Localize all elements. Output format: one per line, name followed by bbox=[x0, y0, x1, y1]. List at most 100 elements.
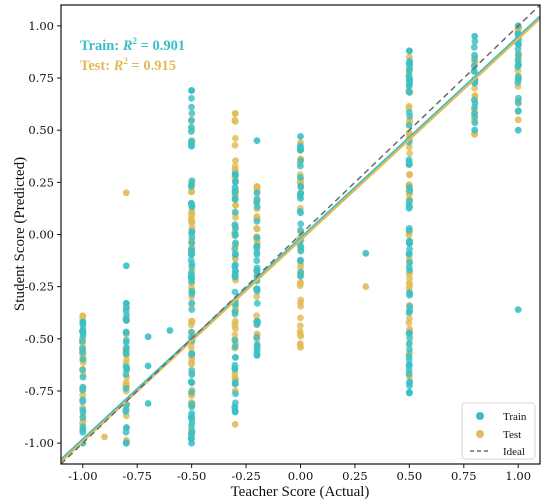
train-point-col2-62 bbox=[188, 278, 195, 285]
train-point-col8-4 bbox=[515, 51, 522, 59]
train-point-col8-15 bbox=[514, 107, 522, 114]
train-point-col6-58 bbox=[406, 245, 413, 253]
test-point-3 bbox=[362, 283, 370, 291]
train-point-col6-36 bbox=[405, 224, 413, 232]
train-point-col3-24 bbox=[232, 354, 239, 361]
train-point-col7-10 bbox=[471, 113, 479, 121]
train-point-col7-max bbox=[471, 32, 479, 40]
y-axis-label: Student Score (Predicted) bbox=[12, 157, 28, 311]
train-point-col3-3 bbox=[231, 208, 239, 216]
train-point-col2-18 bbox=[188, 233, 196, 241]
train-point-col0-6 bbox=[79, 406, 87, 414]
train-point-col2-10 bbox=[188, 228, 196, 236]
train-point-col4-min bbox=[253, 352, 261, 359]
test-point-col6-53 bbox=[406, 282, 414, 290]
train-point-col6-16 bbox=[405, 309, 413, 317]
train-point-col4-10 bbox=[253, 334, 260, 341]
train-point-col4-16 bbox=[253, 342, 261, 349]
train-point-col1-12 bbox=[122, 328, 130, 336]
train-point-12 bbox=[406, 47, 413, 55]
test-r2-symbol: R bbox=[113, 58, 124, 74]
x-axis-label: Teacher Score (Actual) bbox=[231, 484, 370, 500]
train-point-col4-21 bbox=[253, 318, 261, 326]
train-point-col2-60 bbox=[188, 137, 195, 145]
train-annotation-name: Train bbox=[80, 38, 114, 54]
test-point-0 bbox=[122, 189, 130, 197]
train-point-col5-max bbox=[297, 133, 304, 140]
train-point-col8-min bbox=[514, 126, 522, 134]
train-point-col2-58 bbox=[188, 306, 196, 313]
train-point-col5-22 bbox=[297, 174, 304, 181]
train-point-col5-24 bbox=[297, 209, 304, 217]
legend-train-label: Train bbox=[503, 411, 527, 423]
train-point-col6-29 bbox=[405, 183, 413, 191]
test-point-col6-57 bbox=[405, 129, 413, 137]
train-point-col4-15 bbox=[253, 234, 261, 242]
train-point-col3-31 bbox=[232, 231, 239, 239]
train-point-10 bbox=[79, 318, 87, 326]
train-point-col4-25 bbox=[253, 203, 261, 211]
train-point-col2-30 bbox=[187, 256, 195, 264]
train-point-col5-10 bbox=[297, 162, 304, 170]
train-point-col0-15 bbox=[79, 345, 86, 352]
train-point-7 bbox=[514, 306, 522, 313]
test-point-col2-48 bbox=[187, 188, 195, 196]
legend-test-marker bbox=[476, 430, 484, 438]
train-point-col1-16 bbox=[123, 344, 130, 351]
train-point-col6-54 bbox=[406, 64, 413, 72]
train-point-col3-20 bbox=[231, 251, 239, 259]
train-point-5 bbox=[253, 137, 261, 145]
train-point-col1-23 bbox=[122, 424, 130, 432]
train-point-col5-21 bbox=[297, 146, 304, 154]
test-point-col1-13 bbox=[123, 356, 130, 364]
train-point-col6-60 bbox=[406, 382, 413, 390]
y-tick-label-1: -0.75 bbox=[25, 384, 55, 398]
test-point-col3-45 bbox=[231, 118, 239, 125]
train-point-col2-59 bbox=[188, 371, 196, 379]
train-r2-eq: = bbox=[137, 38, 153, 54]
legend-ideal-label: Ideal bbox=[503, 446, 525, 458]
test-r2-annotation: Test: R2 = 0.915 bbox=[80, 56, 176, 74]
test-point-col3-13 bbox=[232, 135, 239, 142]
x-tick-label-4: 0.00 bbox=[288, 469, 314, 483]
train-point-col3-21 bbox=[231, 364, 239, 372]
train-point-col6-28 bbox=[405, 88, 413, 95]
train-point-col3-10 bbox=[231, 337, 239, 344]
test-point-col3-43 bbox=[232, 201, 240, 209]
test-point-col2-51 bbox=[188, 210, 196, 218]
test-r2-exp: 2 bbox=[123, 56, 128, 66]
y-tick-label-2: -0.50 bbox=[25, 332, 55, 346]
test-point-col6-44 bbox=[406, 315, 413, 322]
train-point-col2-27 bbox=[188, 239, 196, 247]
train-point-col2-20 bbox=[187, 123, 195, 131]
train-point-col2-min bbox=[188, 439, 196, 447]
train-point-13 bbox=[231, 408, 239, 416]
y-tick-label-0: -1.00 bbox=[25, 436, 55, 450]
train-point-col2-55 bbox=[188, 94, 195, 102]
test-r2-value: 0.915 bbox=[143, 58, 176, 74]
train-point-col8-13 bbox=[514, 56, 522, 64]
train-point-col3-22 bbox=[231, 343, 239, 350]
test-point-col2-40 bbox=[188, 358, 195, 366]
train-point-col2-51 bbox=[188, 388, 196, 396]
test-point-5 bbox=[231, 110, 239, 117]
train-point-col3-23 bbox=[232, 390, 239, 398]
test-point-col6-13 bbox=[406, 150, 414, 157]
train-point-0 bbox=[122, 262, 130, 270]
test-point-1 bbox=[101, 433, 108, 441]
train-point-col0-9 bbox=[79, 386, 87, 394]
train-point-col0-20 bbox=[79, 332, 87, 340]
train-point-col5-11 bbox=[297, 190, 305, 198]
train-point-col1-10 bbox=[122, 408, 130, 416]
test-point-col3-42 bbox=[231, 322, 239, 330]
train-point-col0-12 bbox=[79, 355, 87, 363]
train-point-col5-6 bbox=[297, 220, 305, 228]
train-point-col2-25 bbox=[188, 422, 195, 430]
train-point-col4-27 bbox=[253, 299, 261, 307]
legend-train-marker bbox=[476, 412, 484, 420]
train-point-9 bbox=[188, 87, 196, 94]
train-point-col6-24 bbox=[405, 122, 413, 129]
train-point-col0-18 bbox=[79, 338, 86, 345]
train-point-col6-59 bbox=[406, 346, 413, 353]
train-point-col2-61 bbox=[187, 378, 195, 385]
